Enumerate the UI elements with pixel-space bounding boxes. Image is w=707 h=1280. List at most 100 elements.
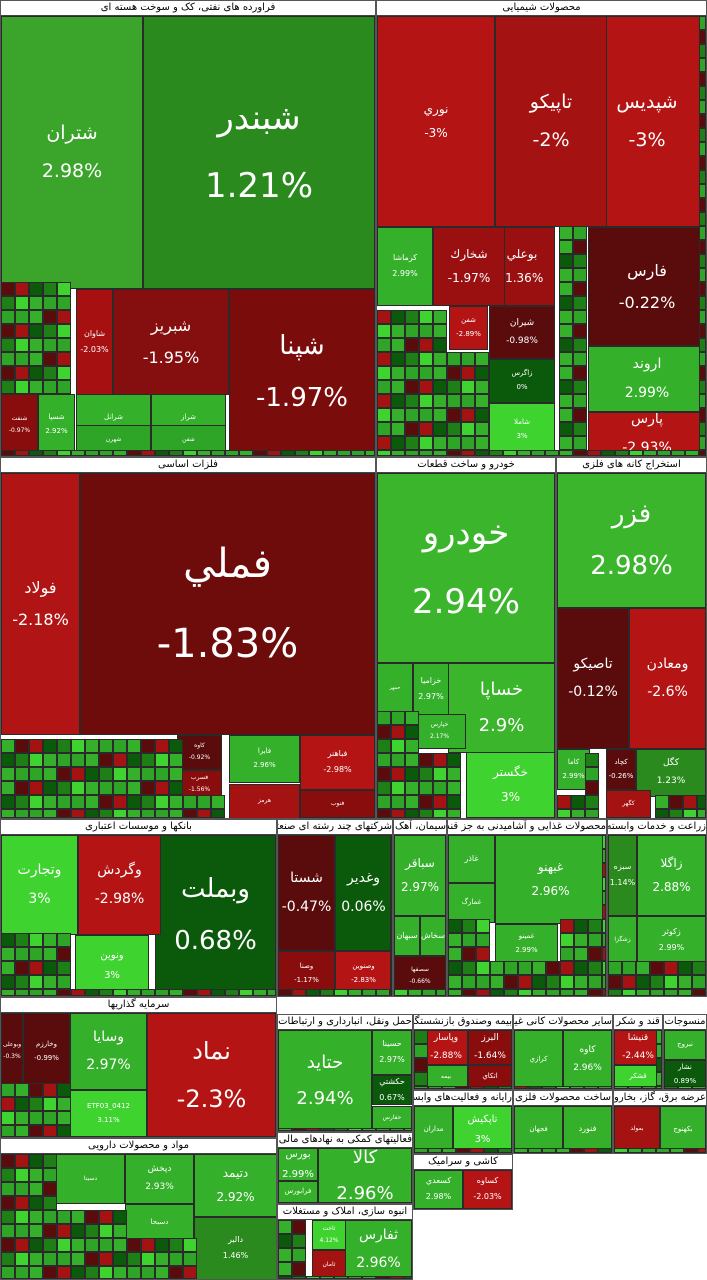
stock-tile-small[interactable]: [320, 1276, 334, 1279]
stock-tile-small[interactable]: [334, 989, 348, 996]
stock-tile-small[interactable]: [99, 1210, 113, 1224]
stock-tile-small[interactable]: [306, 989, 320, 996]
stock-tile-small[interactable]: [334, 1276, 348, 1279]
stock-tile-small[interactable]: [29, 352, 43, 366]
stock-tile-small[interactable]: [1, 338, 15, 352]
stock-tile-small[interactable]: [29, 961, 43, 975]
stock-tile-small[interactable]: [475, 408, 489, 422]
stock-tile[interactable]: تاصيكو -0.12%: [557, 608, 629, 749]
stock-tile-small[interactable]: [559, 240, 573, 254]
stock-tile-small[interactable]: [532, 961, 546, 975]
stock-tile-small[interactable]: [419, 324, 433, 338]
stock-tile-small[interactable]: [391, 310, 405, 324]
stock-tile-small[interactable]: [113, 739, 127, 753]
stock-tile-small[interactable]: [29, 282, 43, 296]
stock-tile-small[interactable]: [664, 961, 678, 975]
stock-tile-small[interactable]: [15, 296, 29, 310]
stock-tile-small[interactable]: [15, 961, 29, 975]
stock-tile-small[interactable]: [422, 989, 436, 996]
stock-tile-small[interactable]: [588, 933, 602, 947]
stock-tile[interactable]: فارس -0.22%: [588, 227, 706, 346]
stock-tile-small[interactable]: [183, 1238, 197, 1252]
stock-tile-small[interactable]: [433, 408, 447, 422]
stock-tile-small[interactable]: [699, 296, 706, 310]
stock-tile-small[interactable]: [43, 961, 57, 975]
stock-tile-small[interactable]: [57, 933, 71, 947]
stock-tile-small[interactable]: [43, 338, 57, 352]
stock-tile-small[interactable]: [419, 809, 433, 818]
stock-tile-small[interactable]: [490, 975, 504, 989]
stock-tile-small[interactable]: [433, 394, 447, 408]
stock-tile-small[interactable]: [560, 961, 574, 975]
stock-tile[interactable]: شاوان -2.03%: [76, 289, 113, 395]
stock-tile-small[interactable]: [183, 1266, 197, 1279]
stock-tile-small[interactable]: [573, 296, 587, 310]
stock-tile-small[interactable]: [546, 975, 560, 989]
stock-tile-small[interactable]: [15, 989, 29, 996]
stock-tile-small[interactable]: [622, 961, 636, 975]
stock-tile-small[interactable]: [390, 989, 392, 996]
stock-tile-small[interactable]: [504, 961, 518, 975]
stock-tile-small[interactable]: [253, 989, 267, 996]
stock-tile-small[interactable]: [57, 961, 71, 975]
stock-tile[interactable]: ومعادن -2.6%: [629, 608, 706, 749]
stock-tile-small[interactable]: [504, 975, 518, 989]
stock-tile-small[interactable]: [57, 989, 71, 996]
stock-tile-small[interactable]: [461, 380, 475, 394]
stock-tile[interactable]: نماد -2.3%: [147, 1013, 276, 1137]
stock-tile-small[interactable]: [57, 380, 71, 394]
stock-tile-small[interactable]: [57, 366, 71, 380]
stock-tile-small[interactable]: [470, 1148, 484, 1153]
stock-tile-small[interactable]: [699, 450, 706, 456]
stock-tile-small[interactable]: [99, 795, 113, 809]
stock-tile-small[interactable]: [602, 849, 606, 863]
stock-tile-small[interactable]: [99, 753, 113, 767]
stock-tile-small[interactable]: [628, 1148, 642, 1153]
stock-tile-small[interactable]: [323, 450, 337, 456]
stock-tile[interactable]: فنورد: [563, 1106, 612, 1153]
stock-tile-small[interactable]: [85, 989, 99, 996]
stock-tile-small[interactable]: [391, 366, 405, 380]
stock-tile-small[interactable]: [29, 1224, 43, 1238]
stock-tile-small[interactable]: [169, 781, 183, 795]
stock-tile-small[interactable]: [99, 1266, 113, 1279]
stock-tile-small[interactable]: [15, 338, 29, 352]
stock-tile-small[interactable]: [419, 394, 433, 408]
stock-tile-small[interactable]: [671, 450, 685, 456]
stock-tile-small[interactable]: [559, 254, 573, 268]
stock-tile-small[interactable]: [573, 282, 587, 296]
stock-tile-small[interactable]: [1, 1238, 15, 1252]
stock-tile-small[interactable]: [584, 1086, 598, 1089]
stock-tile-small[interactable]: [71, 739, 85, 753]
stock-tile-small[interactable]: [557, 795, 571, 809]
stock-tile-small[interactable]: [608, 989, 622, 996]
stock-tile-small[interactable]: [461, 352, 475, 366]
stock-tile-small[interactable]: [169, 753, 183, 767]
stock-tile-small[interactable]: [656, 1030, 662, 1044]
stock-tile-small[interactable]: [448, 919, 462, 933]
stock-tile-small[interactable]: [57, 1083, 71, 1097]
stock-tile-small[interactable]: [419, 436, 433, 450]
stock-tile-small[interactable]: [141, 753, 155, 767]
stock-tile-small[interactable]: [608, 975, 622, 989]
stock-tile[interactable]: دتيمد 2.92%: [194, 1154, 276, 1217]
stock-tile-small[interactable]: [636, 975, 650, 989]
stock-tile-small[interactable]: [29, 753, 43, 767]
stock-tile-small[interactable]: [574, 989, 588, 996]
stock-tile-small[interactable]: [602, 989, 606, 996]
stock-tile-small[interactable]: [377, 422, 391, 436]
stock-tile-small[interactable]: [518, 961, 532, 975]
stock-tile-small[interactable]: [419, 366, 433, 380]
stock-tile-small[interactable]: [71, 1224, 85, 1238]
stock-tile-small[interactable]: [15, 1266, 29, 1279]
stock-tile-small[interactable]: [15, 795, 29, 809]
stock-tile-small[interactable]: [348, 1128, 362, 1131]
stock-tile[interactable]: ثفارس 2.96%: [345, 1220, 412, 1279]
stock-tile-small[interactable]: [85, 795, 99, 809]
stock-tile-small[interactable]: [278, 1128, 292, 1131]
stock-tile-small[interactable]: [629, 450, 643, 456]
stock-tile[interactable]: بمولد: [614, 1106, 660, 1153]
stock-tile-small[interactable]: [376, 1128, 390, 1131]
stock-tile-small[interactable]: [43, 1196, 57, 1210]
stock-tile-small[interactable]: [699, 156, 706, 170]
